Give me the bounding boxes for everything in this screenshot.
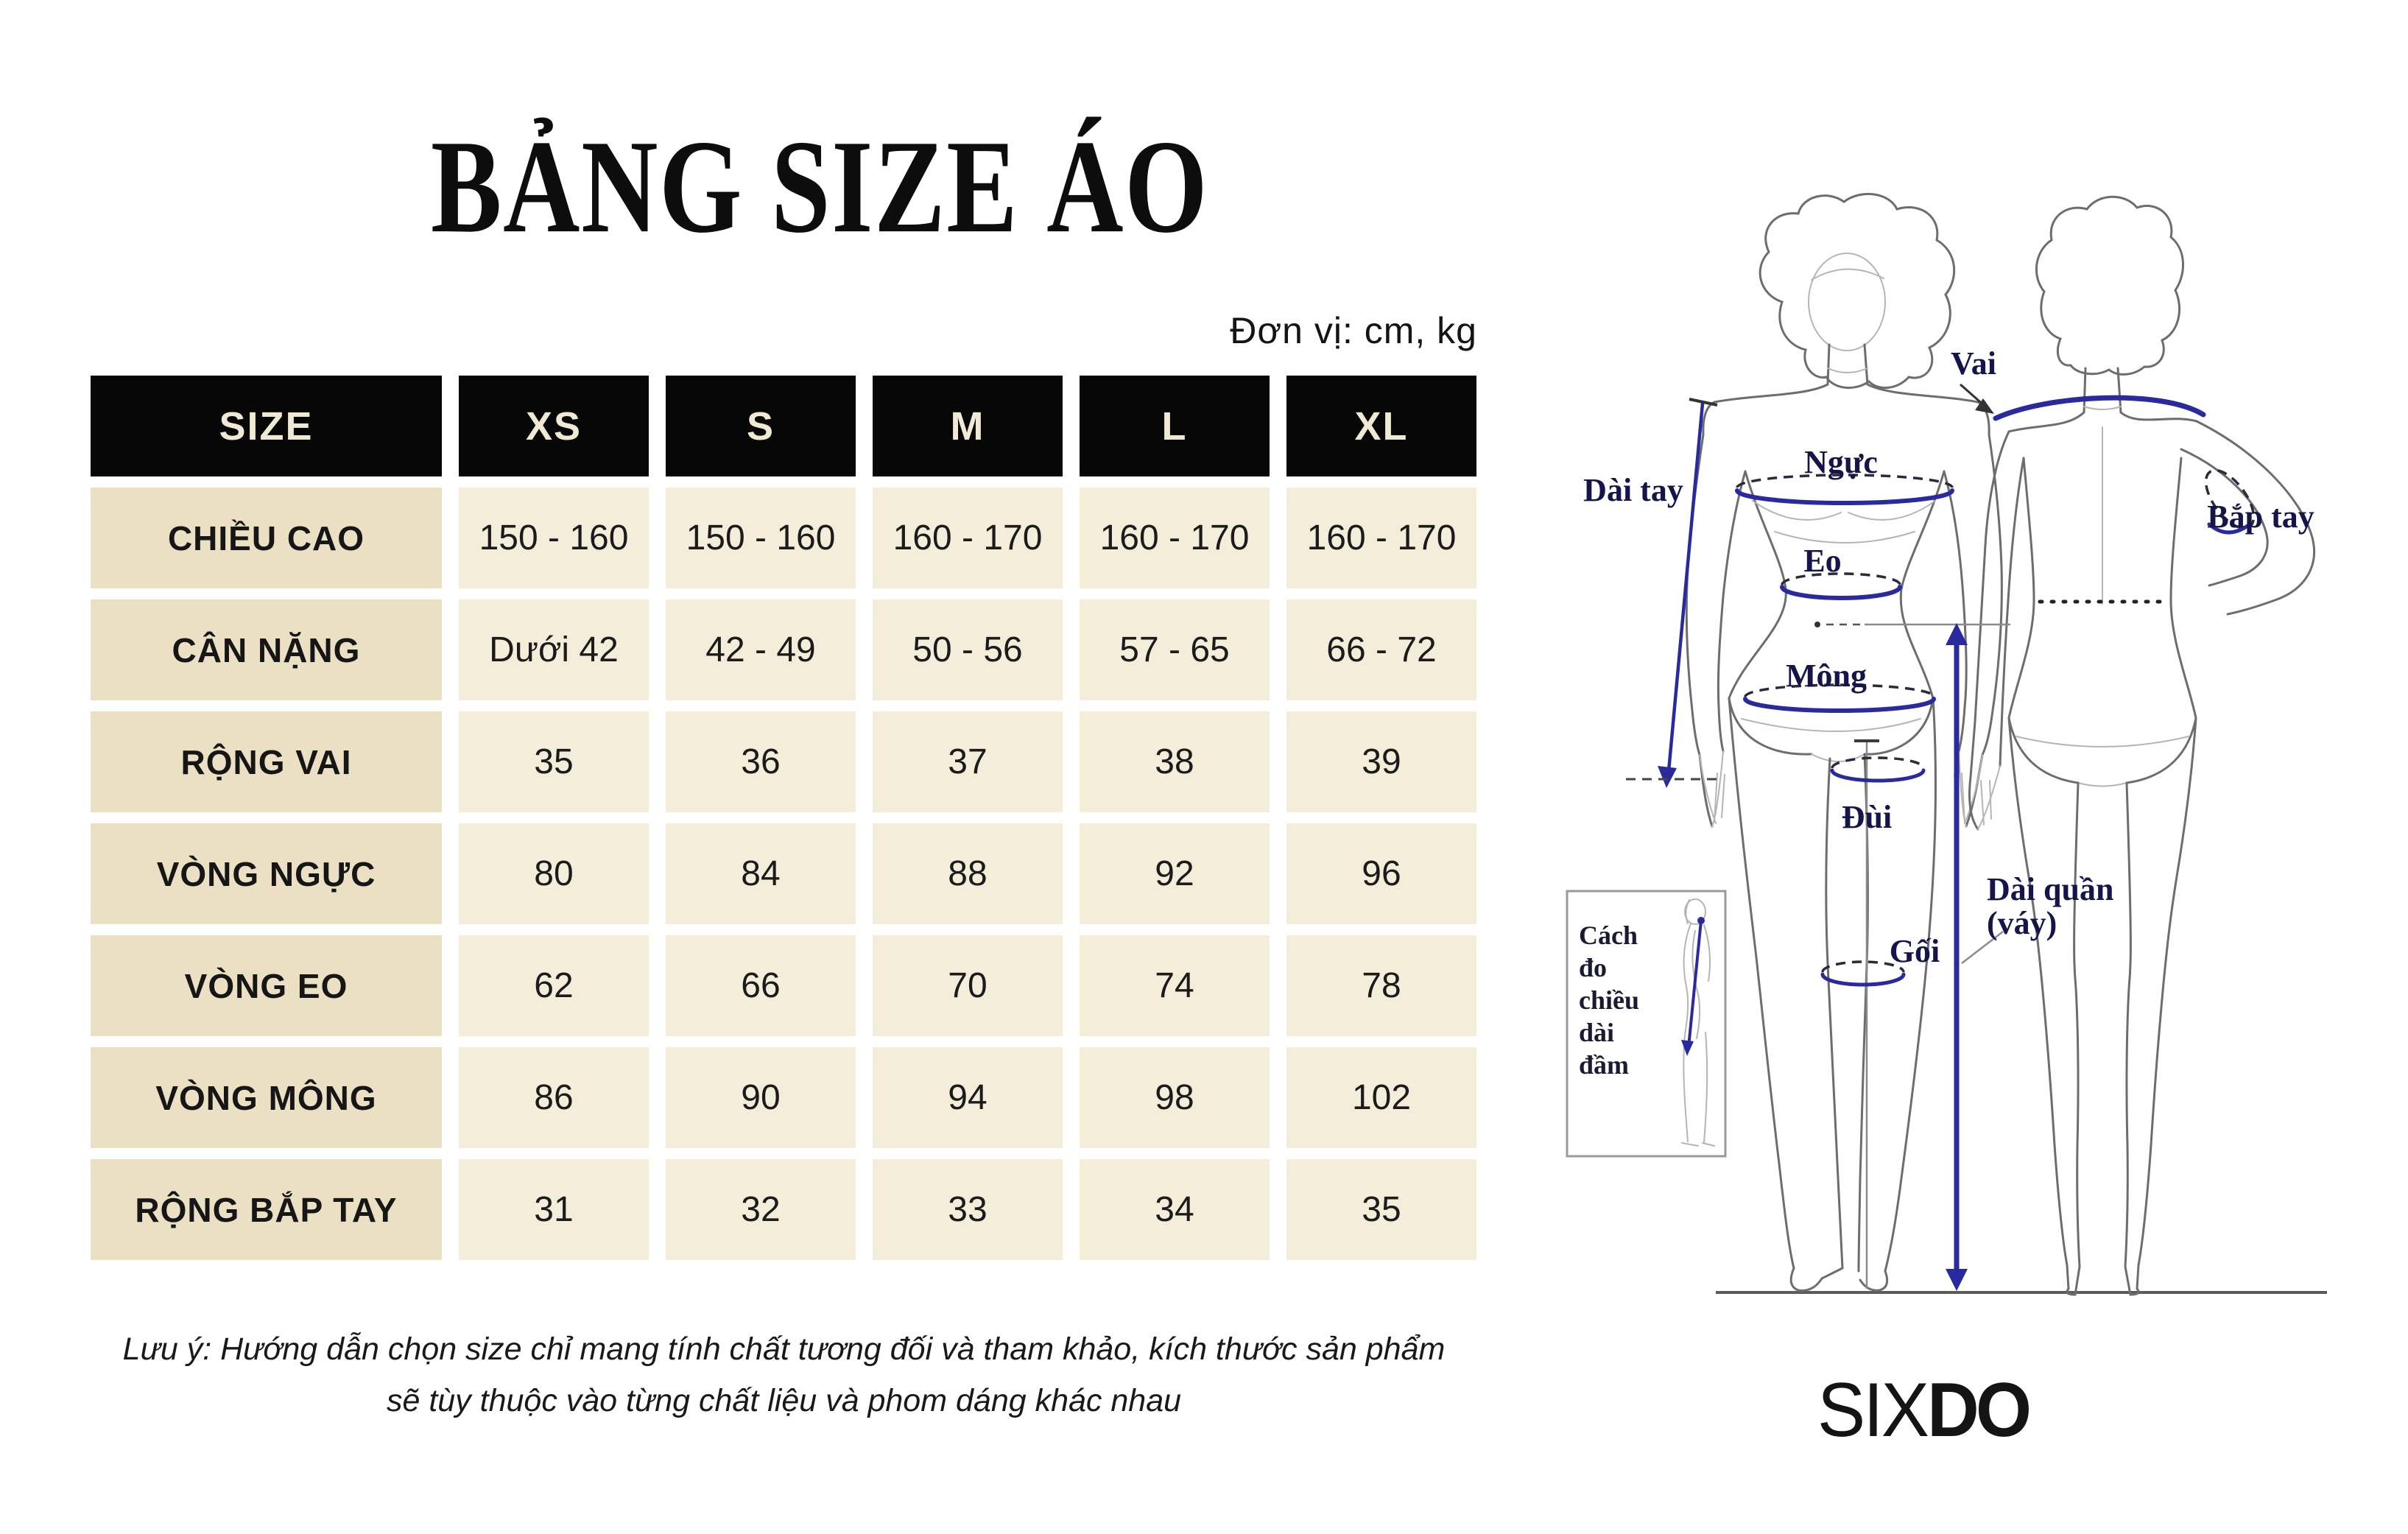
back-figure-illustration (1968, 195, 2316, 1296)
table-cell: 42 - 49 (666, 599, 856, 700)
table-header-s: S (666, 376, 856, 476)
diagram-label-vai: Vai (1951, 345, 1996, 381)
inset-label-do: đo (1579, 953, 1607, 982)
size-table: SIZE XS S M L XL CHIỀU CAO 150 - 160 150… (91, 376, 1476, 1260)
table-cell: 35 (459, 711, 649, 812)
inset-label-dam: đầm (1579, 1050, 1629, 1080)
logo-six: SIX (1817, 1368, 1929, 1453)
table-cell: 74 (1080, 935, 1270, 1036)
footnote-line-1: Lưu ý: Hướng dẫn chọn size chỉ mang tính… (122, 1331, 1446, 1367)
footnote: Lưu ý: Hướng dẫn chọn size chỉ mang tính… (91, 1324, 1477, 1426)
diagram-label-dai-tay: Dài tay (1583, 472, 1683, 508)
table-header-xl: XL (1286, 376, 1476, 476)
table-cell: 62 (459, 935, 649, 1036)
diagram-label-goi: Gối (1890, 933, 1940, 969)
table-cell: 32 (666, 1159, 856, 1260)
table-cell: 150 - 160 (666, 488, 856, 588)
table-cell: 33 (873, 1159, 1063, 1260)
table-cell: 88 (873, 823, 1063, 924)
table-cell: 34 (1080, 1159, 1270, 1260)
measurement-diagram: Cách đo chiều dài đầm Vai Ngực Eo Mông Đ… (1566, 192, 2327, 1296)
table-cell: 160 - 170 (873, 488, 1063, 588)
table-cell: 66 (666, 935, 856, 1036)
table-cell: Dưới 42 (459, 599, 649, 700)
table-header-xs: XS (459, 376, 649, 476)
diagram-label-vay: (váy) (1987, 905, 2057, 941)
footnote-line-2: sẽ tùy thuộc vào từng chất liệu và phom … (386, 1382, 1182, 1418)
row-label-rong-bap-tay: RỘNG BẮP TAY (91, 1159, 442, 1260)
table-header-size: SIZE (91, 376, 442, 476)
row-label-vong-mong: VÒNG MÔNG (91, 1047, 442, 1148)
table-cell: 98 (1080, 1047, 1270, 1148)
sixdo-logo: SIXDO (1817, 1367, 2032, 1454)
table-cell: 94 (873, 1047, 1063, 1148)
row-label-vong-nguc: VÒNG NGỰC (91, 823, 442, 924)
diagram-label-mong: Mông (1786, 658, 1867, 694)
table-cell: 50 - 56 (873, 599, 1063, 700)
measurement-marks (1626, 383, 2256, 1291)
table-cell: 66 - 72 (1286, 599, 1476, 700)
inset-label-cach: Cách (1579, 921, 1638, 950)
logo-do: DO (1927, 1368, 2032, 1453)
diagram-label-dai-quan: Dài quần (1987, 871, 2113, 907)
unit-note: Đơn vị: cm, kg (1230, 310, 1477, 351)
row-label-chieu-cao: CHIỀU CAO (91, 488, 442, 588)
page-title: BẢNG SIZE ÁO (431, 113, 1209, 261)
table-cell: 78 (1286, 935, 1476, 1036)
table-cell: 36 (666, 711, 856, 812)
table-cell: 80 (459, 823, 649, 924)
diagram-label-nguc: Ngực (1804, 444, 1878, 480)
table-cell: 150 - 160 (459, 488, 649, 588)
row-label-vong-eo: VÒNG EO (91, 935, 442, 1036)
table-cell: 160 - 170 (1080, 488, 1270, 588)
table-cell: 84 (666, 823, 856, 924)
inset-label-chieu: chiều (1579, 985, 1639, 1015)
table-cell: 86 (459, 1047, 649, 1148)
diagram-label-eo: Eo (1803, 543, 1841, 579)
table-header-l: L (1080, 376, 1270, 476)
table-cell: 70 (873, 935, 1063, 1036)
table-cell: 37 (873, 711, 1063, 812)
table-cell: 57 - 65 (1080, 599, 1270, 700)
table-cell: 92 (1080, 823, 1270, 924)
table-cell: 96 (1286, 823, 1476, 924)
table-header-m: M (873, 376, 1063, 476)
table-cell: 160 - 170 (1286, 488, 1476, 588)
row-label-can-nang: CÂN NẶNG (91, 599, 442, 700)
table-cell: 102 (1286, 1047, 1476, 1148)
table-cell: 90 (666, 1047, 856, 1148)
table-cell: 39 (1286, 711, 1476, 812)
table-cell: 38 (1080, 711, 1270, 812)
dress-length-inset: Cách đo chiều dài đầm (1566, 890, 1727, 1158)
table-cell: 31 (459, 1159, 649, 1260)
table-cell: 35 (1286, 1159, 1476, 1260)
row-label-rong-vai: RỘNG VAI (91, 711, 442, 812)
inset-label-dai: dài (1579, 1018, 1614, 1047)
diagram-label-bap-tay: Bắp tay (2207, 499, 2314, 535)
diagram-label-dui: Đùi (1842, 799, 1892, 835)
inset-mini-figure (1681, 898, 1715, 1147)
